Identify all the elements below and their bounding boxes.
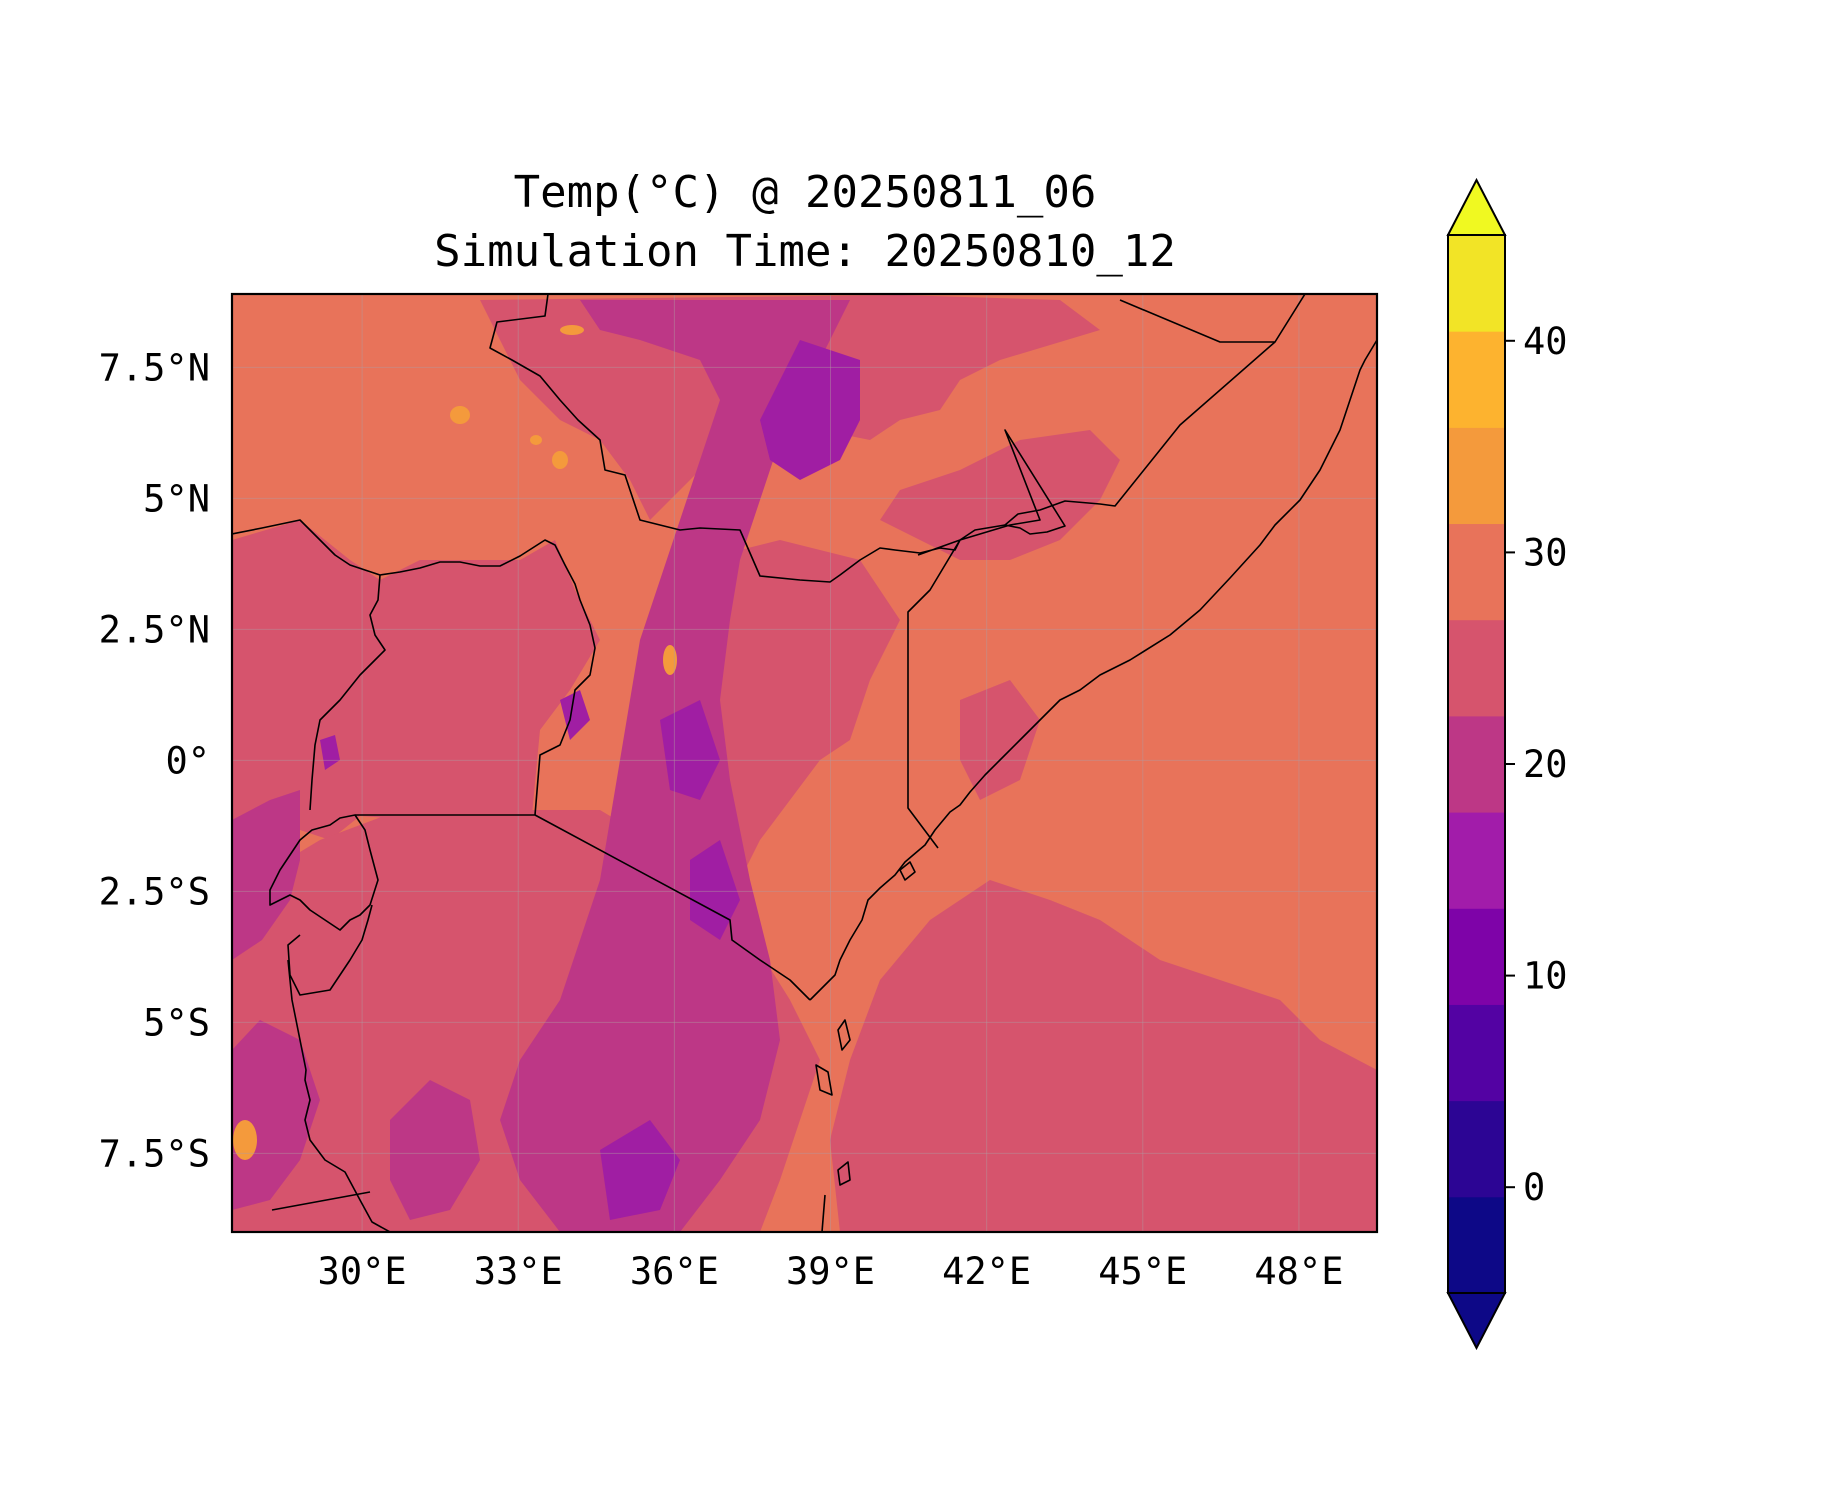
x-axis: 30°E 33°E 36°E 39°E 42°E 45°E 48°E [318, 1250, 1344, 1293]
colorbar-segment [1448, 1004, 1505, 1102]
colorbar-segment [1448, 1100, 1505, 1198]
y-tick-label: 5°N [143, 477, 210, 520]
colorbar-tick-label: 10 [1523, 955, 1568, 998]
map-frame [230, 292, 1379, 1234]
y-tick-label: 2.5°N [99, 608, 210, 651]
y-tick-label: 7.5°S [99, 1132, 210, 1175]
colorbar-segment [1448, 1196, 1505, 1294]
colorbar-segment [1448, 715, 1505, 813]
colorbar-segment [1448, 523, 1505, 621]
y-tick-label: 2.5°S [99, 870, 210, 913]
field-10-15 [320, 340, 860, 1220]
y-tick-label: 0° [165, 739, 210, 782]
colorbar: 0 10 20 30 40 [1446, 177, 1568, 1351]
title-line-1: Temp(°C) @ 20250811_06 [514, 167, 1097, 218]
colorbar-tick-label: 40 [1523, 320, 1568, 363]
y-tick-label: 7.5°N [99, 346, 210, 389]
field-30-35 [233, 325, 677, 1160]
colorbar-extend-min [1446, 1292, 1507, 1351]
country-borders [232, 294, 1377, 1232]
colorbar-segment [1448, 235, 1505, 332]
gridlines [232, 294, 1377, 1232]
colorbar-segment [1448, 331, 1505, 428]
colorbar-segment [1448, 619, 1505, 717]
x-tick-label: 33°E [474, 1250, 563, 1293]
colorbar-tick-label: 0 [1523, 1166, 1545, 1209]
x-tick-label: 30°E [318, 1250, 407, 1293]
title-line-2: Simulation Time: 20250810_12 [434, 226, 1176, 277]
map-area [232, 294, 1377, 1232]
x-tick-label: 42°E [942, 1250, 1031, 1293]
colorbar-extend-max [1446, 177, 1507, 236]
y-axis: 7.5°N 5°N 2.5°N 0° 2.5°S 5°S 7.5°S [99, 346, 210, 1175]
colorbar-tick-label: 20 [1523, 743, 1568, 786]
colorbar-segment [1448, 812, 1505, 909]
y-tick-label: 5°S [143, 1001, 210, 1044]
colorbar-segment [1448, 427, 1505, 525]
colorbar-tick-label: 30 [1523, 531, 1568, 574]
x-tick-label: 36°E [630, 1250, 719, 1293]
x-tick-label: 48°E [1254, 1250, 1343, 1293]
x-tick-label: 39°E [786, 1250, 875, 1293]
x-tick-label: 45°E [1098, 1250, 1187, 1293]
colorbar-segment [1448, 908, 1505, 1005]
